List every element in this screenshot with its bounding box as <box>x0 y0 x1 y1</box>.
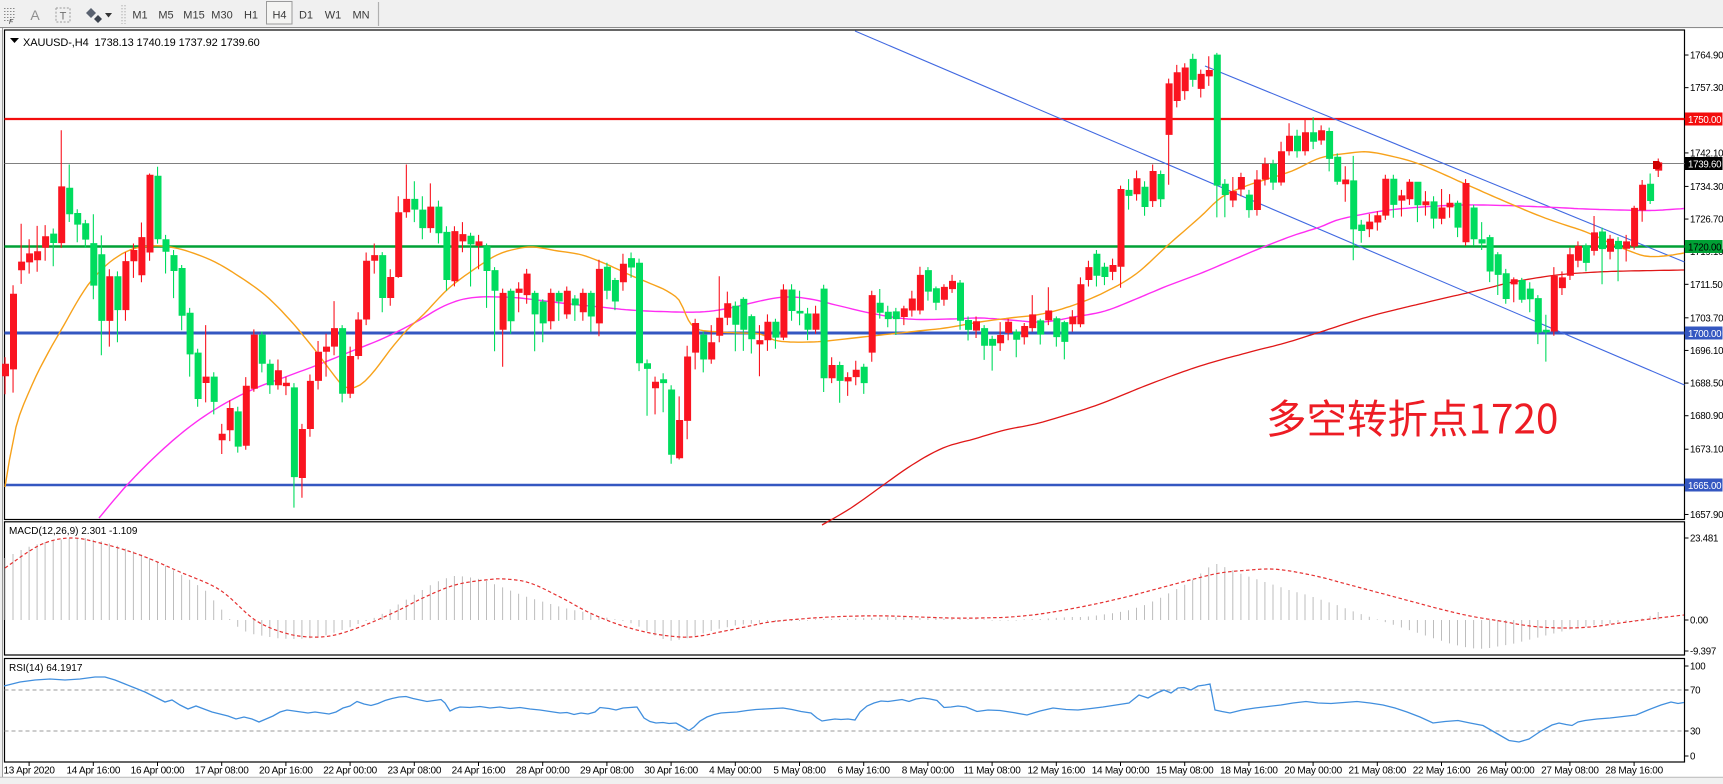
svg-text:1720.00: 1720.00 <box>1688 242 1722 253</box>
svg-text:T: T <box>60 11 67 23</box>
svg-text:A: A <box>30 7 40 23</box>
svg-text:14 Apr 16:00: 14 Apr 16:00 <box>66 766 120 777</box>
svg-text:M30: M30 <box>211 10 232 22</box>
svg-text:1665.00: 1665.00 <box>1688 481 1722 492</box>
svg-text:30: 30 <box>1690 727 1701 738</box>
svg-text:16 Apr 00:00: 16 Apr 00:00 <box>131 766 185 777</box>
svg-text:14 May 00:00: 14 May 00:00 <box>1092 766 1150 777</box>
svg-text:F: F <box>9 19 14 26</box>
svg-text:1742.10: 1742.10 <box>1690 148 1723 159</box>
svg-text:29 Apr 08:00: 29 Apr 08:00 <box>580 766 634 777</box>
svg-text:M15: M15 <box>183 10 204 22</box>
svg-text:28 Apr 00:00: 28 Apr 00:00 <box>516 766 570 777</box>
svg-text:1757.30: 1757.30 <box>1690 83 1723 94</box>
svg-text:1696.10: 1696.10 <box>1690 346 1723 357</box>
svg-text:30 Apr 16:00: 30 Apr 16:00 <box>644 766 698 777</box>
svg-text:1673.10: 1673.10 <box>1690 445 1723 456</box>
svg-text:27 May 08:00: 27 May 08:00 <box>1541 766 1599 777</box>
svg-text:23.481: 23.481 <box>1690 534 1718 545</box>
svg-text:-9.397: -9.397 <box>1690 647 1716 658</box>
svg-text:22 May 16:00: 22 May 16:00 <box>1413 766 1471 777</box>
svg-text:17 Apr 08:00: 17 Apr 08:00 <box>195 766 249 777</box>
svg-text:8 May 00:00: 8 May 00:00 <box>902 766 955 777</box>
svg-text:M5: M5 <box>158 10 173 22</box>
svg-text:1657.90: 1657.90 <box>1690 510 1723 521</box>
svg-text:RSI(14) 64.1917: RSI(14) 64.1917 <box>9 663 83 674</box>
svg-text:1688.50: 1688.50 <box>1690 379 1723 390</box>
svg-text:1711.50: 1711.50 <box>1690 280 1723 291</box>
svg-text:20 May 00:00: 20 May 00:00 <box>1284 766 1342 777</box>
svg-text:28 May 16:00: 28 May 16:00 <box>1605 766 1663 777</box>
svg-text:1734.30: 1734.30 <box>1690 182 1723 193</box>
svg-text:18 May 16:00: 18 May 16:00 <box>1220 766 1278 777</box>
svg-text:24 Apr 16:00: 24 Apr 16:00 <box>452 766 506 777</box>
svg-text:6 May 16:00: 6 May 16:00 <box>838 766 891 777</box>
svg-text:W1: W1 <box>325 10 342 22</box>
svg-text:1764.90: 1764.90 <box>1690 51 1723 62</box>
svg-text:13 Apr 2020: 13 Apr 2020 <box>4 766 56 777</box>
svg-text:H1: H1 <box>244 10 258 22</box>
svg-text:1750.00: 1750.00 <box>1688 115 1722 126</box>
svg-text:1700.00: 1700.00 <box>1688 329 1722 340</box>
svg-text:12 May 16:00: 12 May 16:00 <box>1027 766 1085 777</box>
svg-text:MACD(12,26,9) 2.301 -1.109: MACD(12,26,9) 2.301 -1.109 <box>9 526 138 537</box>
svg-text:100: 100 <box>1690 662 1706 673</box>
svg-text:0: 0 <box>1690 752 1696 763</box>
svg-text:D1: D1 <box>299 10 313 22</box>
svg-text:XAUUSD-,H4 1738.13 1740.19 17: XAUUSD-,H4 1738.13 1740.19 1737.92 1739.… <box>23 37 260 49</box>
svg-text:22 Apr 00:00: 22 Apr 00:00 <box>323 766 377 777</box>
svg-text:1726.70: 1726.70 <box>1690 215 1723 226</box>
svg-text:4 May 00:00: 4 May 00:00 <box>709 766 762 777</box>
svg-text:5 May 08:00: 5 May 08:00 <box>773 766 826 777</box>
svg-text:11 May 08:00: 11 May 08:00 <box>964 766 1022 777</box>
svg-text:M1: M1 <box>132 10 147 22</box>
svg-text:23 Apr 08:00: 23 Apr 08:00 <box>387 766 441 777</box>
svg-text:MN: MN <box>352 10 369 22</box>
svg-text:21 May 08:00: 21 May 08:00 <box>1348 766 1406 777</box>
svg-text:15 May 08:00: 15 May 08:00 <box>1156 766 1214 777</box>
svg-text:70: 70 <box>1690 686 1701 697</box>
svg-text:20 Apr 16:00: 20 Apr 16:00 <box>259 766 313 777</box>
svg-text:26 May 00:00: 26 May 00:00 <box>1477 766 1535 777</box>
svg-text:H4: H4 <box>272 10 286 22</box>
svg-text:1739.60: 1739.60 <box>1688 159 1722 170</box>
svg-text:0.00: 0.00 <box>1690 616 1709 627</box>
svg-text:1703.70: 1703.70 <box>1690 313 1723 324</box>
svg-text:1680.90: 1680.90 <box>1690 411 1723 422</box>
